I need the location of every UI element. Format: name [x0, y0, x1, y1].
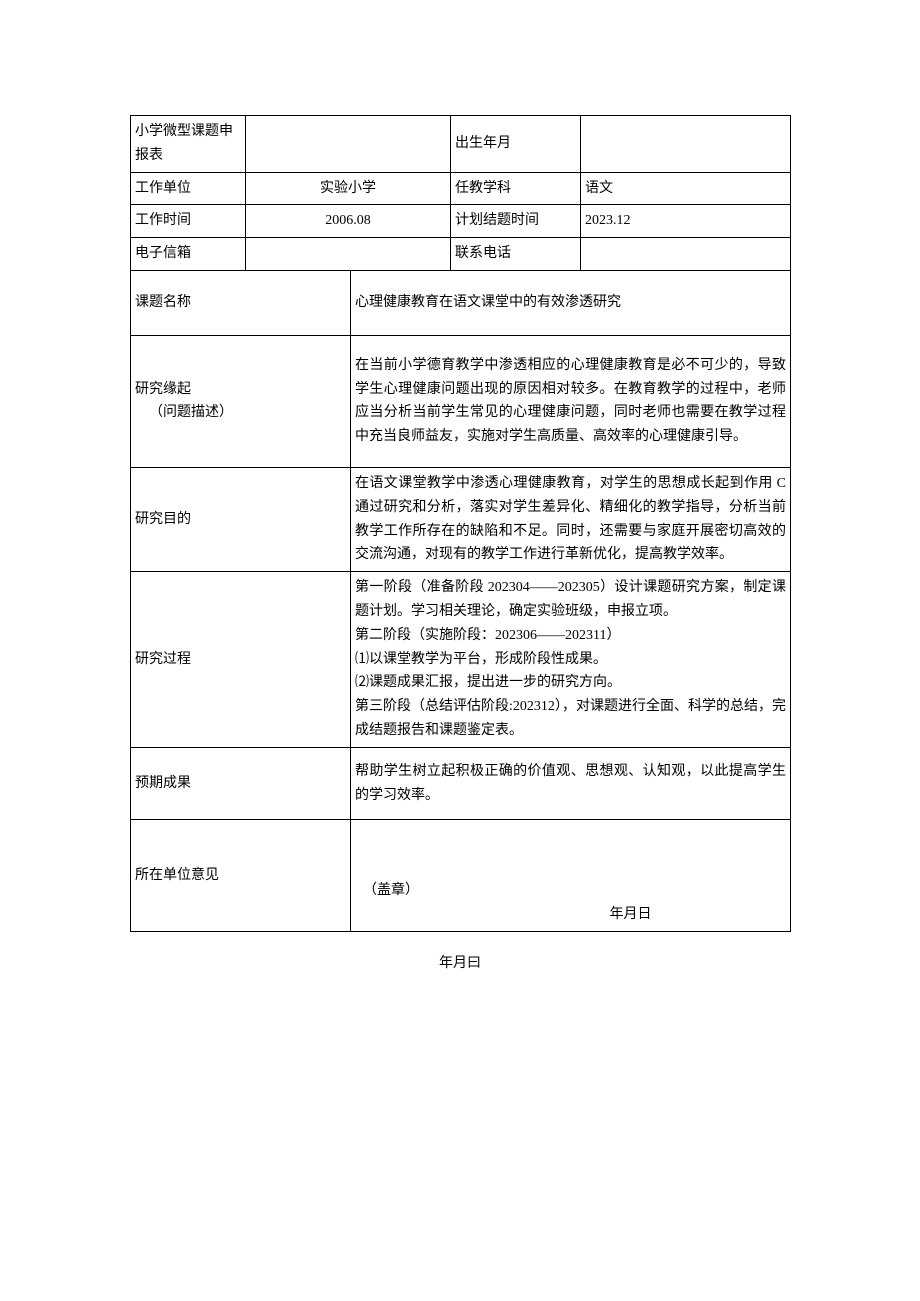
topic-value: 心理健康教育在语文课堂中的有效渗透研究 — [351, 270, 791, 335]
origin-label-line1: 研究缘起 — [135, 378, 346, 402]
work-time-label: 工作时间 — [131, 205, 246, 238]
process-label: 研究过程 — [131, 572, 351, 748]
results-label: 预期成果 — [131, 747, 351, 820]
header-row-1: 小学微型课题申报表 出生年月 — [131, 116, 791, 173]
process-row: 研究过程 第一阶段（准备阶段 202304——202305）设计课题研究方案，制… — [131, 572, 791, 748]
origin-label-line2: （问题描述） — [135, 401, 346, 425]
form-title-label: 小学微型课题申报表 — [131, 116, 246, 173]
origin-value: 在当前小学德育教学中渗透相应的心理健康教育是必不可少的，导致学生心理健康问题出现… — [351, 335, 791, 467]
application-form-table: 小学微型课题申报表 出生年月 工作单位 实验小学 任教学科 语文 工作时间 20… — [130, 115, 791, 932]
birth-date-label: 出生年月 — [451, 116, 581, 173]
birth-date-value — [581, 116, 791, 173]
work-time-value: 2006.08 — [246, 205, 451, 238]
process-value: 第一阶段（准备阶段 202304——202305）设计课题研究方案，制定课题计划… — [351, 572, 791, 748]
email-label: 电子信箱 — [131, 238, 246, 271]
email-value — [246, 238, 451, 271]
purpose-label: 研究目的 — [131, 467, 351, 571]
footer-date: 年月曰 — [130, 952, 790, 972]
header-row-2: 工作单位 实验小学 任教学科 语文 — [131, 172, 791, 205]
results-row: 预期成果 帮助学生树立起积极正确的价值观、思想观、认知观，以此提高学生的学习效率… — [131, 747, 791, 820]
work-unit-value: 实验小学 — [246, 172, 451, 205]
form-title-value — [246, 116, 451, 173]
process-line5: 第三阶段（总结评估阶段:202312），对课题进行全面、科学的总结，完成结题报告… — [355, 695, 786, 743]
plan-end-value: 2023.12 — [581, 205, 791, 238]
phone-label: 联系电话 — [451, 238, 581, 271]
header-row-3: 工作时间 2006.08 计划结题时间 2023.12 — [131, 205, 791, 238]
work-unit-label: 工作单位 — [131, 172, 246, 205]
opinion-value: （盖章） 年月日 — [351, 820, 791, 932]
origin-row: 研究缘起 （问题描述） 在当前小学德育教学中渗透相应的心理健康教育是必不可少的，… — [131, 335, 791, 467]
results-value: 帮助学生树立起积极正确的价值观、思想观、认知观，以此提高学生的学习效率。 — [351, 747, 791, 820]
topic-row: 课题名称 心理健康教育在语文课堂中的有效渗透研究 — [131, 270, 791, 335]
process-line4: ⑵课题成果汇报，提出进一步的研究方向。 — [355, 671, 786, 695]
opinion-label: 所在单位意见 — [131, 820, 351, 932]
plan-end-label: 计划结题时间 — [451, 205, 581, 238]
subject-label: 任教学科 — [451, 172, 581, 205]
purpose-value: 在语文课堂教学中渗透心理健康教育，对学生的思想成长起到作用 C 通过研究和分析，… — [351, 467, 791, 571]
purpose-row: 研究目的 在语文课堂教学中渗透心理健康教育，对学生的思想成长起到作用 C 通过研… — [131, 467, 791, 571]
opinion-date: 年月日 — [355, 903, 786, 927]
subject-value: 语文 — [581, 172, 791, 205]
opinion-row: 所在单位意见 （盖章） 年月日 — [131, 820, 791, 932]
topic-label: 课题名称 — [131, 270, 351, 335]
process-line1: 第一阶段（准备阶段 202304——202305）设计课题研究方案，制定课题计划… — [355, 576, 786, 624]
phone-value — [581, 238, 791, 271]
process-line3: ⑴以课堂教学为平台，形成阶段性成果。 — [355, 648, 786, 672]
origin-label: 研究缘起 （问题描述） — [131, 335, 351, 467]
header-row-4: 电子信箱 联系电话 — [131, 238, 791, 271]
process-line2: 第二阶段（实施阶段：202306——202311） — [355, 624, 786, 648]
stamp-text: （盖章） — [355, 879, 786, 903]
